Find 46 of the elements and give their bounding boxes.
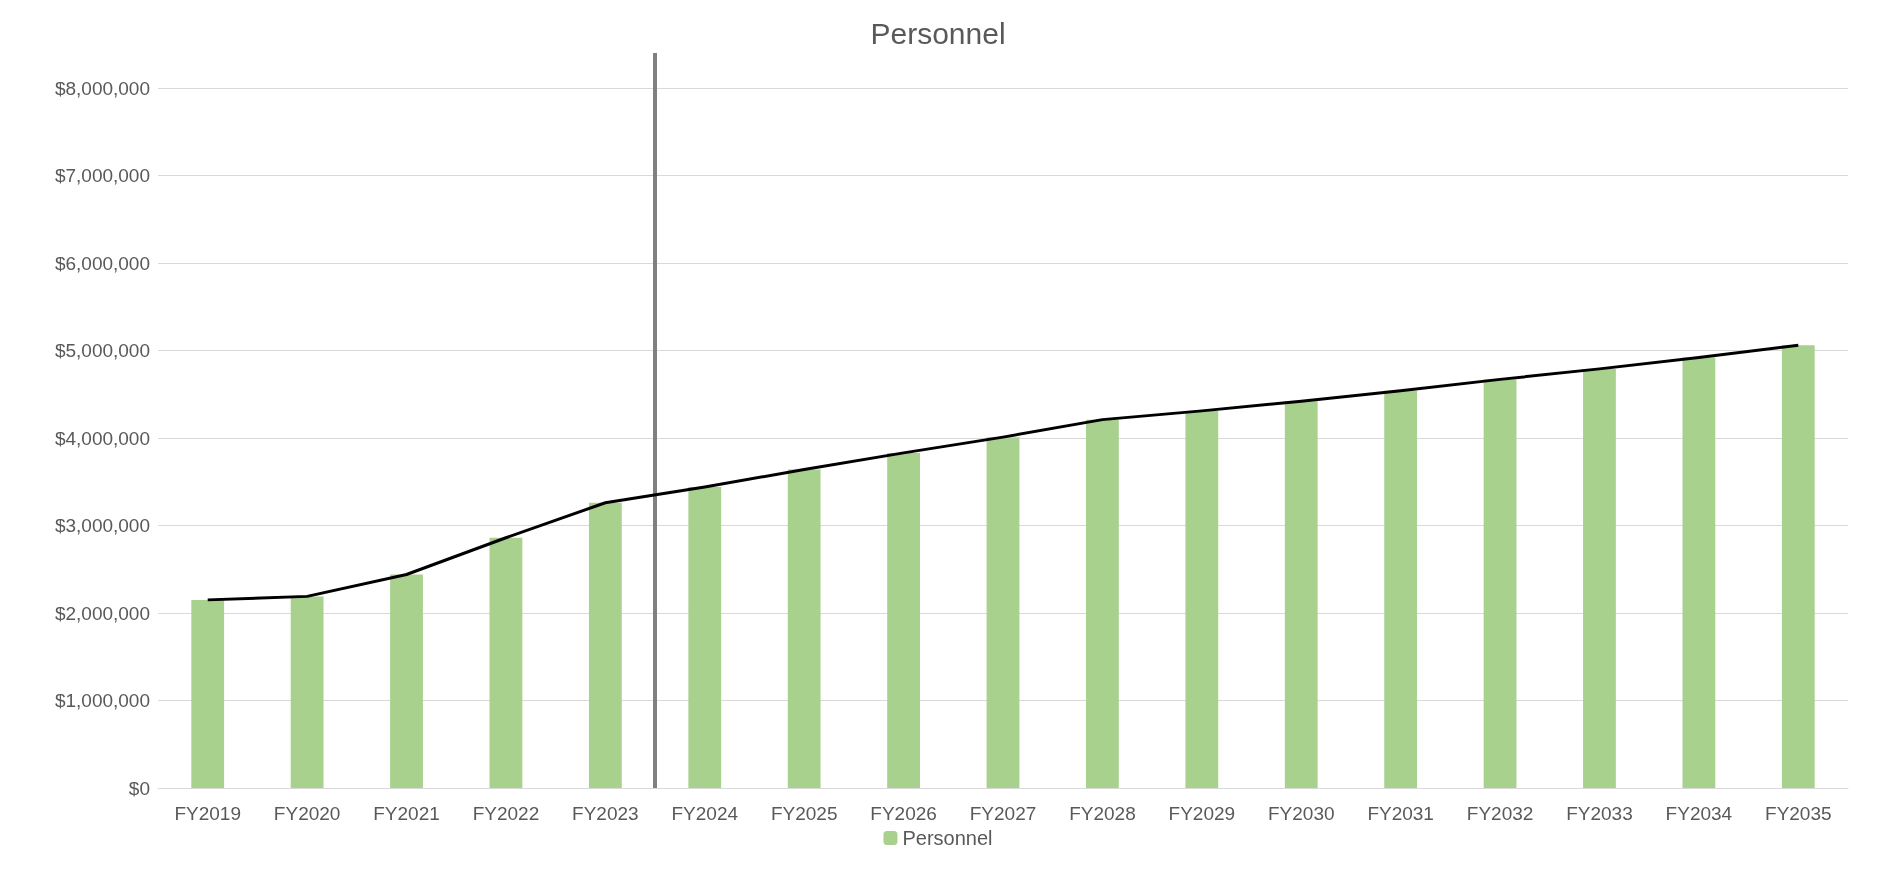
x-tick-label: FY2031 [1367, 803, 1434, 824]
bar [290, 596, 324, 788]
x-tick-label: FY2020 [273, 803, 341, 824]
y-tick-label: $7,000,000 [54, 165, 150, 186]
chart-title: Personnel [870, 16, 1006, 50]
bar [1384, 390, 1418, 788]
bar [1086, 419, 1119, 788]
bar [390, 574, 423, 788]
bar [191, 599, 225, 788]
y-tick-label: $4,000,000 [54, 427, 150, 449]
y-tick-label: $5,000,000 [54, 340, 150, 361]
line-series [206, 343, 1800, 602]
x-tick-label: FY2022 [472, 803, 540, 824]
x-tick-label: FY2026 [870, 803, 937, 824]
x-tick-label: FY2035 [1765, 803, 1832, 824]
x-tick-label: FY2021 [373, 803, 440, 824]
bar [986, 437, 1020, 788]
bar [1583, 368, 1616, 788]
y-tick-label: $6,000,000 [54, 252, 150, 274]
bar [1781, 345, 1815, 788]
x-tick-label: FY2029 [1168, 803, 1236, 824]
bar [688, 487, 722, 788]
x-tick-label: FY2025 [770, 803, 838, 824]
bar [887, 452, 920, 788]
bar [588, 502, 622, 788]
x-tick-label: FY2028 [1069, 803, 1136, 824]
legend-label: Personnel [902, 827, 993, 849]
bar [787, 469, 821, 788]
y-tick-label: $2,000,000 [54, 602, 150, 624]
x-tick-label: FY2030 [1267, 803, 1335, 824]
x-tick-label: FY2034 [1665, 803, 1733, 824]
bar [1185, 410, 1219, 788]
x-tick-label: FY2023 [572, 803, 639, 824]
x-tick-label: FY2019 [174, 803, 241, 824]
y-tick-label: $0 [128, 777, 150, 799]
y-tick-label: $3,000,000 [54, 515, 150, 536]
bar [489, 537, 523, 788]
x-tick-label: FY2032 [1466, 803, 1534, 824]
bar [1284, 401, 1318, 788]
bar [1682, 357, 1716, 788]
y-tick-label: $1,000,000 [54, 690, 150, 711]
x-tick-label: FY2024 [671, 803, 739, 824]
bar [1483, 379, 1517, 788]
x-tick-label: FY2033 [1566, 803, 1633, 824]
y-tick-label: $8,000,000 [54, 77, 150, 99]
x-tick-label: FY2027 [969, 803, 1037, 824]
